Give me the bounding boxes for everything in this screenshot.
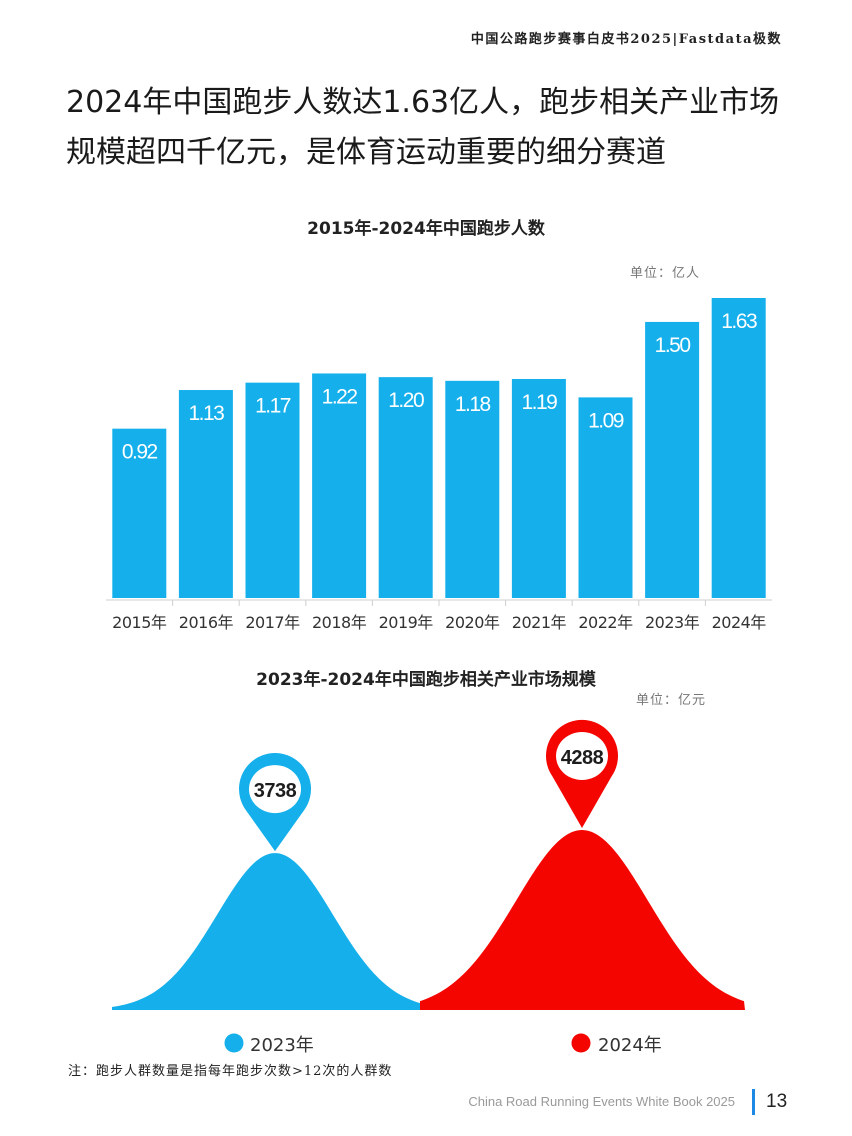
market-chart-title: 2023年-2024年中国跑步相关产业市场规模 <box>256 670 596 690</box>
bar-2015年 <box>112 428 167 598</box>
x-tick-label: 2016年 <box>179 613 234 632</box>
footer-divider <box>752 1089 755 1115</box>
bar-2018年 <box>312 373 367 598</box>
footnote: 注：跑步人群数量是指每年跑步次数>12次的人群数 <box>68 1064 393 1079</box>
market-area-2023年 <box>112 853 440 1010</box>
market-area-2024年 <box>420 830 745 1010</box>
x-tick-label: 2018年 <box>312 613 367 632</box>
bar-2020年 <box>445 380 500 598</box>
bar-value-label: 1.63 <box>721 310 757 333</box>
x-tick-label: 2019年 <box>379 613 434 632</box>
bar-2021年 <box>511 378 566 598</box>
bar-value-label: 1.13 <box>188 402 224 425</box>
market-value-label: 3738 <box>254 780 297 802</box>
legend-label: 2024年 <box>598 1035 662 1056</box>
runners-bar-chart: 0.92 2015年 1.13 2016年 1.17 2017年 1.22 2018年 1.20… <box>106 298 772 632</box>
bar-value-label: 1.20 <box>388 389 424 412</box>
runners-chart-title: 2015年-2024年中国跑步人数 <box>307 219 545 239</box>
bar-value-label: 1.22 <box>322 385 358 408</box>
bar-value-label: 1.18 <box>455 393 491 416</box>
bar-2022年 <box>578 397 633 598</box>
bar-value-label: 1.09 <box>588 409 624 432</box>
pin-inner-circle <box>556 732 608 780</box>
footer-book-title: China Road Running Events White Book 202… <box>468 1094 735 1109</box>
market-value-label: 4288 <box>561 747 604 769</box>
x-tick-label: 2024年 <box>712 613 767 632</box>
bar-value-label: 1.50 <box>655 334 691 357</box>
pin-inner-circle <box>249 765 301 814</box>
bar-2023年 <box>645 321 700 598</box>
bar-value-label: 1.19 <box>521 391 557 414</box>
legend-swatch <box>224 1033 244 1053</box>
market-chart-unit: 单位：亿元 <box>636 693 707 708</box>
bar-2017年 <box>245 382 300 598</box>
runners-chart-unit: 单位：亿人 <box>630 266 701 281</box>
x-tick-label: 2015年 <box>112 613 167 632</box>
bar-2016年 <box>178 390 233 598</box>
report-header: 中国公路跑步赛事白皮书2025|Fastdata极数 <box>470 32 782 47</box>
legend-swatch <box>571 1033 591 1053</box>
bar-2024年 <box>711 298 766 598</box>
bar-value-label: 0.92 <box>122 441 158 464</box>
bar-2019年 <box>378 377 433 598</box>
x-tick-label: 2023年 <box>645 613 700 632</box>
page-headline: 2024年中国跑步人数达1.63亿人，跑步相关产业市场规模超四千亿元，是体育运动… <box>66 85 780 170</box>
legend-label: 2023年 <box>250 1035 314 1056</box>
page-number: 13 <box>766 1091 788 1112</box>
x-tick-label: 2022年 <box>578 613 633 632</box>
x-tick-label: 2020年 <box>445 613 500 632</box>
x-tick-label: 2017年 <box>245 613 300 632</box>
x-tick-label: 2021年 <box>512 613 567 632</box>
bar-value-label: 1.17 <box>255 395 291 418</box>
